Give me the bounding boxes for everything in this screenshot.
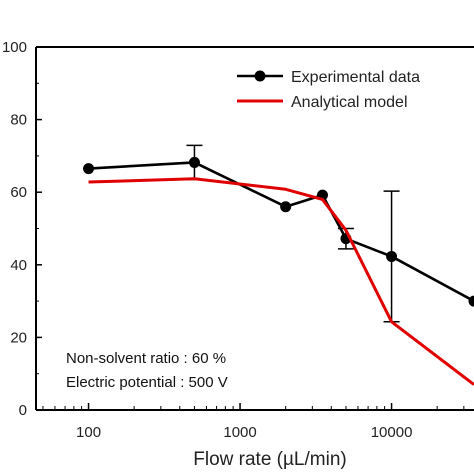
legend-label: Experimental data <box>291 69 420 86</box>
data-point <box>468 295 474 307</box>
y-tick-label: 80 <box>10 112 27 129</box>
data-point <box>188 156 200 168</box>
model-line <box>88 177 474 386</box>
data-point <box>83 163 95 175</box>
x-axis-title: Flow rate (µL/min) <box>193 449 346 470</box>
legend: Experimental data Analytical model <box>237 69 420 111</box>
legend-label: Analytical model <box>291 94 408 111</box>
annotations: Non-solvent ratio : 60 % Electric potenti… <box>66 350 228 391</box>
x-tick-label: 10000 <box>371 424 413 441</box>
y-tick-label: 40 <box>10 257 27 274</box>
data-point <box>280 201 292 213</box>
annotation-text: Non-solvent ratio : 60 % <box>66 350 226 367</box>
y-tick-label: 20 <box>10 329 27 346</box>
axes: 0 20 40 60 80 100 100 1000 10000 Flow rate (µL/mi… <box>2 39 474 470</box>
x-tick-label: 100 <box>76 424 101 441</box>
x-tick-label: 1000 <box>223 424 256 441</box>
data-point <box>386 250 398 262</box>
y-tick-label: 60 <box>10 184 27 201</box>
series-layer <box>83 144 474 386</box>
legend-marker <box>254 70 266 82</box>
annotation-text: Electric potential : 500 V <box>66 374 228 391</box>
y-tick-label: 100 <box>2 39 27 56</box>
y-tick-label: 0 <box>19 402 27 419</box>
data-line <box>88 161 474 303</box>
